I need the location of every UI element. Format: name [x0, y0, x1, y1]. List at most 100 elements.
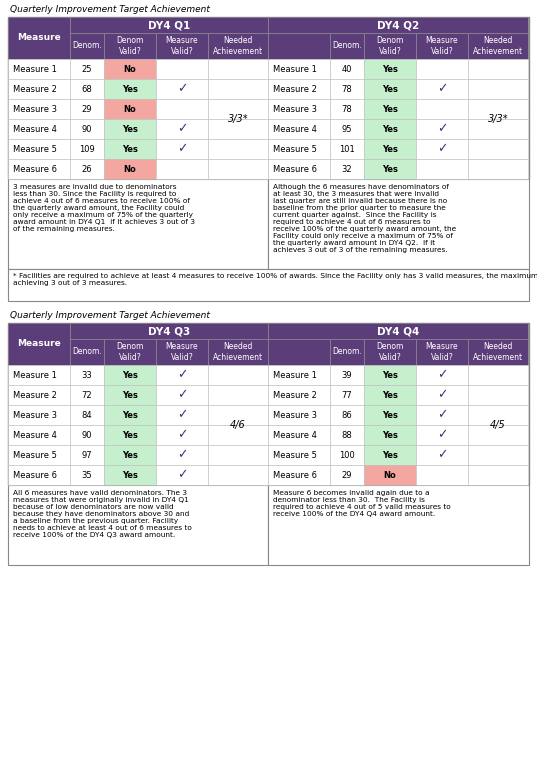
Bar	[468, 159, 528, 179]
Bar	[8, 17, 70, 59]
Bar	[208, 159, 268, 179]
Bar	[104, 119, 156, 139]
Text: 84: 84	[82, 411, 92, 420]
Bar	[70, 425, 104, 445]
Bar	[156, 33, 208, 59]
Text: ✓: ✓	[437, 123, 447, 136]
Bar	[268, 405, 330, 425]
Bar	[364, 365, 416, 385]
Text: Measure: Measure	[17, 339, 61, 349]
Text: Measure 3: Measure 3	[13, 104, 57, 113]
Text: Denom
Valid?: Denom Valid?	[376, 342, 404, 362]
Bar	[364, 405, 416, 425]
Bar	[364, 139, 416, 159]
Text: Measure 1: Measure 1	[13, 371, 57, 379]
Text: ✓: ✓	[437, 388, 447, 401]
Text: 39: 39	[342, 371, 352, 379]
Bar	[268, 385, 330, 405]
Text: DY4 Q4: DY4 Q4	[377, 326, 419, 336]
Bar	[70, 339, 104, 365]
Bar	[268, 17, 528, 33]
Bar	[156, 79, 208, 99]
Bar	[416, 33, 468, 59]
Text: 33: 33	[82, 371, 92, 379]
Text: Needed
Achievement: Needed Achievement	[473, 36, 523, 56]
Text: Denom
Valid?: Denom Valid?	[117, 36, 144, 56]
Text: Yes: Yes	[382, 371, 398, 379]
Bar	[268, 59, 330, 79]
Bar	[104, 79, 156, 99]
Bar	[468, 405, 528, 425]
Bar	[70, 119, 104, 139]
Text: Measure 4: Measure 4	[273, 430, 317, 440]
Bar	[268, 79, 330, 99]
Bar	[8, 405, 70, 425]
Bar	[156, 365, 208, 385]
Text: 95: 95	[342, 125, 352, 133]
Text: 90: 90	[82, 125, 92, 133]
Text: Although the 6 measures have denominators of
at least 30, the 3 measures that we: Although the 6 measures have denominator…	[273, 184, 456, 253]
Text: Measure 2: Measure 2	[13, 391, 57, 400]
Bar	[156, 139, 208, 159]
Bar	[416, 119, 468, 139]
Text: Yes: Yes	[122, 450, 138, 460]
Text: ✓: ✓	[177, 83, 187, 96]
Text: Denom.: Denom.	[72, 348, 102, 356]
Bar	[268, 425, 330, 445]
Bar	[416, 385, 468, 405]
Bar	[268, 365, 330, 385]
Text: Measure 5: Measure 5	[273, 145, 317, 153]
Text: Measure 4: Measure 4	[273, 125, 317, 133]
Text: Measure 6 becomes invalid again due to a
denominator less than 30.  The Facility: Measure 6 becomes invalid again due to a…	[273, 490, 451, 517]
Text: Yes: Yes	[122, 411, 138, 420]
Text: All 6 measures have valid denominators. The 3
measures that were originally inva: All 6 measures have valid denominators. …	[13, 490, 192, 538]
Text: DY4 Q3: DY4 Q3	[148, 326, 190, 336]
Bar	[8, 59, 70, 79]
Text: Measure 1: Measure 1	[273, 64, 317, 74]
Bar	[208, 465, 268, 485]
Bar	[468, 139, 528, 159]
Bar	[8, 465, 70, 485]
Text: 26: 26	[82, 165, 92, 174]
Bar	[416, 465, 468, 485]
Bar	[8, 445, 70, 465]
Bar	[208, 445, 268, 465]
Bar	[70, 365, 104, 385]
Bar	[364, 465, 416, 485]
Bar	[104, 465, 156, 485]
Bar	[70, 159, 104, 179]
Text: Yes: Yes	[382, 84, 398, 93]
Bar	[8, 485, 268, 565]
Bar	[416, 425, 468, 445]
Bar	[104, 99, 156, 119]
Text: 25: 25	[82, 64, 92, 74]
Text: Measure 4: Measure 4	[13, 125, 57, 133]
Bar	[104, 445, 156, 465]
Bar	[416, 445, 468, 465]
Bar	[8, 365, 70, 385]
Text: ✓: ✓	[177, 388, 187, 401]
Text: No: No	[124, 104, 136, 113]
Bar	[208, 139, 268, 159]
Bar	[70, 99, 104, 119]
Text: 97: 97	[82, 450, 92, 460]
Bar	[268, 465, 330, 485]
Bar	[8, 139, 70, 159]
Text: Measure 3: Measure 3	[273, 104, 317, 113]
Bar	[468, 119, 528, 139]
Text: 100: 100	[339, 450, 355, 460]
Text: 77: 77	[342, 391, 352, 400]
Bar	[330, 445, 364, 465]
Bar	[104, 365, 156, 385]
Bar	[468, 339, 528, 365]
Text: DY4 Q1: DY4 Q1	[148, 20, 190, 30]
Text: Denom.: Denom.	[72, 41, 102, 51]
Text: Measure: Measure	[17, 34, 61, 42]
Bar	[268, 179, 529, 269]
Bar	[8, 323, 70, 365]
Bar	[364, 119, 416, 139]
Text: Measure 2: Measure 2	[273, 84, 317, 93]
Bar	[364, 99, 416, 119]
Bar	[416, 99, 468, 119]
Text: Yes: Yes	[382, 430, 398, 440]
